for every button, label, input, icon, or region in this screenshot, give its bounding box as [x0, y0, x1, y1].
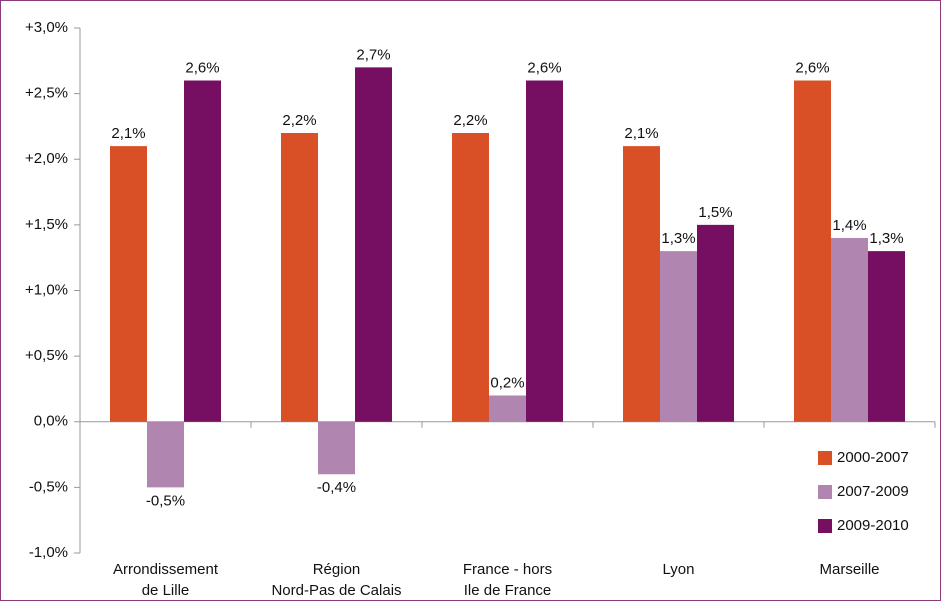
- legend-label: 2000-2007: [837, 449, 909, 466]
- y-tick-label: -0,5%: [29, 478, 68, 495]
- legend-swatch: [818, 519, 832, 533]
- value-label: 2,1%: [624, 125, 658, 142]
- legend-label: 2007-2009: [837, 483, 909, 500]
- x-tick-label: Arrondissement: [113, 561, 219, 578]
- bar: [452, 133, 489, 422]
- y-tick-label: 0,0%: [34, 413, 68, 430]
- bar: [660, 251, 697, 422]
- x-tick-label: Nord-Pas de Calais: [271, 582, 401, 599]
- x-tick-label: Marseille: [819, 561, 879, 578]
- legend-swatch: [818, 451, 832, 465]
- value-label: 0,2%: [490, 374, 524, 391]
- bar: [110, 146, 147, 422]
- y-tick-label: +2,5%: [25, 85, 68, 102]
- y-tick-label: +1,5%: [25, 216, 68, 233]
- bar: [184, 80, 221, 422]
- value-label: -0,4%: [317, 479, 356, 496]
- bar: [318, 421, 355, 475]
- value-label: 2,6%: [527, 59, 561, 76]
- value-label: -0,5%: [146, 492, 185, 509]
- value-label: 1,4%: [832, 217, 866, 234]
- bar: [794, 80, 831, 422]
- bar: [355, 67, 392, 422]
- value-label: 1,5%: [698, 204, 732, 221]
- value-label: 2,6%: [795, 59, 829, 76]
- bar: [526, 80, 563, 422]
- legend-swatch: [818, 485, 832, 499]
- value-label: 2,7%: [356, 46, 390, 63]
- bar: [489, 395, 526, 422]
- x-tick-label: Lyon: [663, 561, 695, 578]
- legend-label: 2009-2010: [837, 517, 909, 534]
- bar: [281, 133, 318, 422]
- x-tick-label: France - hors: [463, 561, 552, 578]
- bar: [147, 421, 184, 488]
- bar: [831, 238, 868, 422]
- y-tick-label: +0,5%: [25, 347, 68, 364]
- y-tick-label: +2,0%: [25, 150, 68, 167]
- bar: [697, 224, 734, 422]
- y-tick-label: +3,0%: [25, 19, 68, 36]
- x-tick-label: Ile de France: [464, 582, 552, 599]
- value-label: 2,2%: [282, 112, 316, 129]
- bar: [623, 146, 660, 422]
- value-label: 2,6%: [185, 59, 219, 76]
- x-tick-label: Région: [313, 561, 361, 578]
- value-label: 1,3%: [869, 230, 903, 247]
- bar: [868, 251, 905, 422]
- x-tick-label: de Lille: [142, 582, 190, 599]
- value-label: 2,2%: [453, 112, 487, 129]
- value-label: 1,3%: [661, 230, 695, 247]
- y-tick-label: +1,0%: [25, 281, 68, 298]
- y-tick-label: -1,0%: [29, 544, 68, 561]
- value-label: 2,1%: [111, 125, 145, 142]
